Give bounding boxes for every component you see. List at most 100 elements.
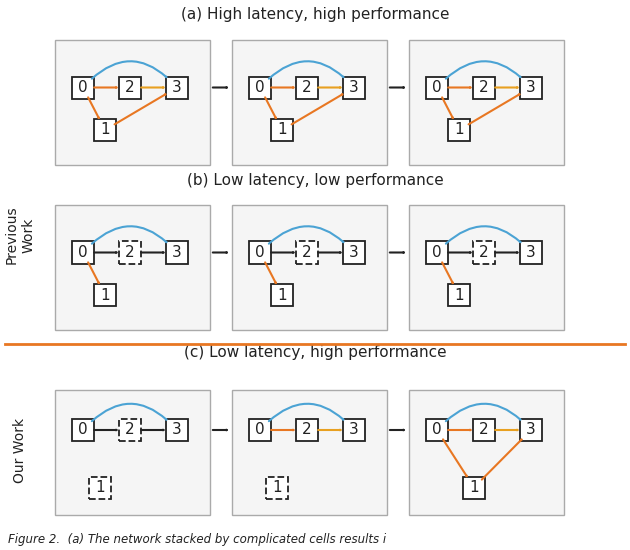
FancyBboxPatch shape [426, 419, 448, 441]
Text: 2: 2 [479, 245, 489, 260]
FancyBboxPatch shape [343, 419, 365, 441]
Text: 1: 1 [454, 123, 464, 138]
Text: 3: 3 [526, 422, 536, 437]
Text: Figure 2.  (a) The network stacked by complicated cells results i: Figure 2. (a) The network stacked by com… [8, 534, 386, 547]
Text: 0: 0 [432, 245, 442, 260]
Text: 0: 0 [432, 80, 442, 95]
Text: 3: 3 [349, 245, 359, 260]
FancyArrowPatch shape [141, 252, 164, 253]
Text: 3: 3 [526, 245, 536, 260]
FancyArrowPatch shape [88, 262, 99, 283]
Text: 3: 3 [172, 245, 182, 260]
FancyBboxPatch shape [520, 76, 542, 98]
Text: 2: 2 [125, 80, 135, 95]
FancyArrowPatch shape [495, 252, 518, 253]
FancyBboxPatch shape [473, 419, 495, 441]
FancyArrowPatch shape [269, 226, 343, 244]
FancyBboxPatch shape [55, 40, 210, 165]
Text: 2: 2 [479, 422, 489, 437]
Text: 3: 3 [172, 80, 182, 95]
FancyBboxPatch shape [249, 76, 271, 98]
FancyBboxPatch shape [296, 76, 318, 98]
FancyBboxPatch shape [271, 119, 293, 141]
FancyArrowPatch shape [92, 61, 166, 79]
Text: 3: 3 [349, 80, 359, 95]
FancyBboxPatch shape [409, 40, 564, 165]
FancyBboxPatch shape [166, 241, 188, 263]
Text: 1: 1 [272, 480, 282, 495]
FancyBboxPatch shape [72, 419, 94, 441]
FancyArrowPatch shape [269, 404, 343, 421]
FancyBboxPatch shape [409, 205, 564, 330]
Text: 1: 1 [277, 288, 287, 303]
FancyBboxPatch shape [119, 419, 141, 441]
FancyArrowPatch shape [318, 252, 341, 253]
FancyArrowPatch shape [482, 439, 522, 480]
FancyArrowPatch shape [269, 61, 343, 79]
FancyBboxPatch shape [473, 76, 495, 98]
FancyBboxPatch shape [266, 476, 288, 498]
Text: (c) Low latency, high performance: (c) Low latency, high performance [184, 344, 446, 360]
Text: 1: 1 [454, 288, 464, 303]
FancyArrowPatch shape [448, 87, 471, 88]
FancyBboxPatch shape [55, 390, 210, 515]
FancyArrowPatch shape [390, 252, 404, 253]
FancyArrowPatch shape [442, 97, 453, 118]
FancyBboxPatch shape [166, 419, 188, 441]
FancyBboxPatch shape [448, 119, 470, 141]
FancyBboxPatch shape [249, 419, 271, 441]
Text: 3: 3 [349, 422, 359, 437]
Text: 0: 0 [255, 80, 265, 95]
FancyArrowPatch shape [92, 404, 166, 421]
Text: 1: 1 [100, 123, 110, 138]
Text: (b) Low latency, low performance: (b) Low latency, low performance [186, 173, 444, 188]
FancyArrowPatch shape [446, 404, 520, 421]
Text: 1: 1 [277, 123, 287, 138]
Text: 2: 2 [125, 422, 135, 437]
FancyArrowPatch shape [141, 87, 164, 88]
Text: 2: 2 [302, 245, 312, 260]
Text: 2: 2 [302, 422, 312, 437]
FancyArrowPatch shape [265, 262, 276, 283]
FancyBboxPatch shape [271, 284, 293, 306]
FancyArrowPatch shape [94, 87, 117, 88]
FancyArrowPatch shape [442, 262, 453, 283]
FancyBboxPatch shape [296, 419, 318, 441]
FancyBboxPatch shape [448, 284, 470, 306]
FancyBboxPatch shape [119, 241, 141, 263]
FancyBboxPatch shape [119, 76, 141, 98]
FancyBboxPatch shape [426, 241, 448, 263]
Text: Previous
Work: Previous Work [5, 206, 35, 265]
FancyBboxPatch shape [232, 205, 387, 330]
FancyBboxPatch shape [72, 241, 94, 263]
Text: 0: 0 [78, 245, 88, 260]
FancyArrowPatch shape [92, 226, 166, 244]
Text: 1: 1 [100, 288, 110, 303]
Text: 3: 3 [172, 422, 182, 437]
FancyArrowPatch shape [213, 252, 227, 253]
FancyArrowPatch shape [446, 61, 520, 79]
Text: 0: 0 [78, 80, 88, 95]
Text: 2: 2 [125, 245, 135, 260]
FancyBboxPatch shape [343, 76, 365, 98]
FancyArrowPatch shape [88, 97, 99, 118]
Text: 0: 0 [255, 245, 265, 260]
FancyBboxPatch shape [166, 76, 188, 98]
Text: Our Work: Our Work [13, 417, 27, 482]
FancyArrowPatch shape [469, 95, 519, 124]
FancyArrowPatch shape [446, 226, 520, 244]
Text: 1: 1 [469, 480, 479, 495]
Text: 1: 1 [95, 480, 105, 495]
FancyArrowPatch shape [115, 95, 166, 124]
FancyBboxPatch shape [426, 76, 448, 98]
FancyBboxPatch shape [55, 205, 210, 330]
FancyBboxPatch shape [249, 241, 271, 263]
FancyBboxPatch shape [232, 40, 387, 165]
Text: 2: 2 [302, 80, 312, 95]
FancyBboxPatch shape [94, 284, 116, 306]
FancyArrowPatch shape [318, 87, 341, 88]
FancyBboxPatch shape [89, 476, 111, 498]
FancyBboxPatch shape [409, 390, 564, 515]
Text: 0: 0 [78, 422, 88, 437]
FancyArrowPatch shape [265, 97, 276, 118]
